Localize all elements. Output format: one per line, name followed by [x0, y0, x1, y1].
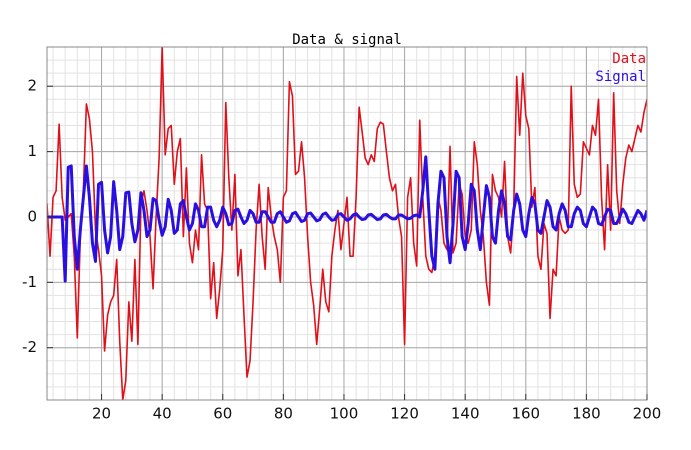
- x-tick-label: 180: [572, 405, 601, 423]
- axes: 20 40 60 80 100 120 140 160 180 200 -2 -1 0 1 2 Data Sig…: [22, 51, 661, 423]
- plot-frame: [46, 46, 648, 401]
- chart-title: Data & signal: [292, 32, 402, 48]
- y-tick-label: -1: [22, 273, 37, 291]
- line-series: [47, 47, 647, 400]
- x-tick-label: 20: [92, 405, 111, 423]
- y-tick-label: -2: [22, 338, 37, 356]
- y-tick-label: 2: [27, 77, 37, 95]
- x-tick-label: 200: [633, 405, 662, 423]
- x-tick-label: 60: [213, 405, 232, 423]
- grid: [47, 46, 648, 400]
- x-tick-label: 100: [330, 405, 359, 423]
- line-series: [47, 155, 647, 283]
- lines: [47, 47, 647, 400]
- legend-label: Data: [612, 51, 646, 67]
- x-tick-label: 140: [451, 405, 480, 423]
- x-tick-label: 80: [274, 405, 293, 423]
- y-tick-label: 1: [27, 142, 37, 160]
- y-tick-label: 0: [27, 207, 37, 225]
- x-tick-label: 120: [390, 405, 419, 423]
- plot-area: [47, 47, 647, 400]
- legend-label: Signal: [595, 69, 646, 85]
- x-tick-label: 160: [511, 405, 540, 423]
- x-tick-label: 40: [153, 405, 172, 423]
